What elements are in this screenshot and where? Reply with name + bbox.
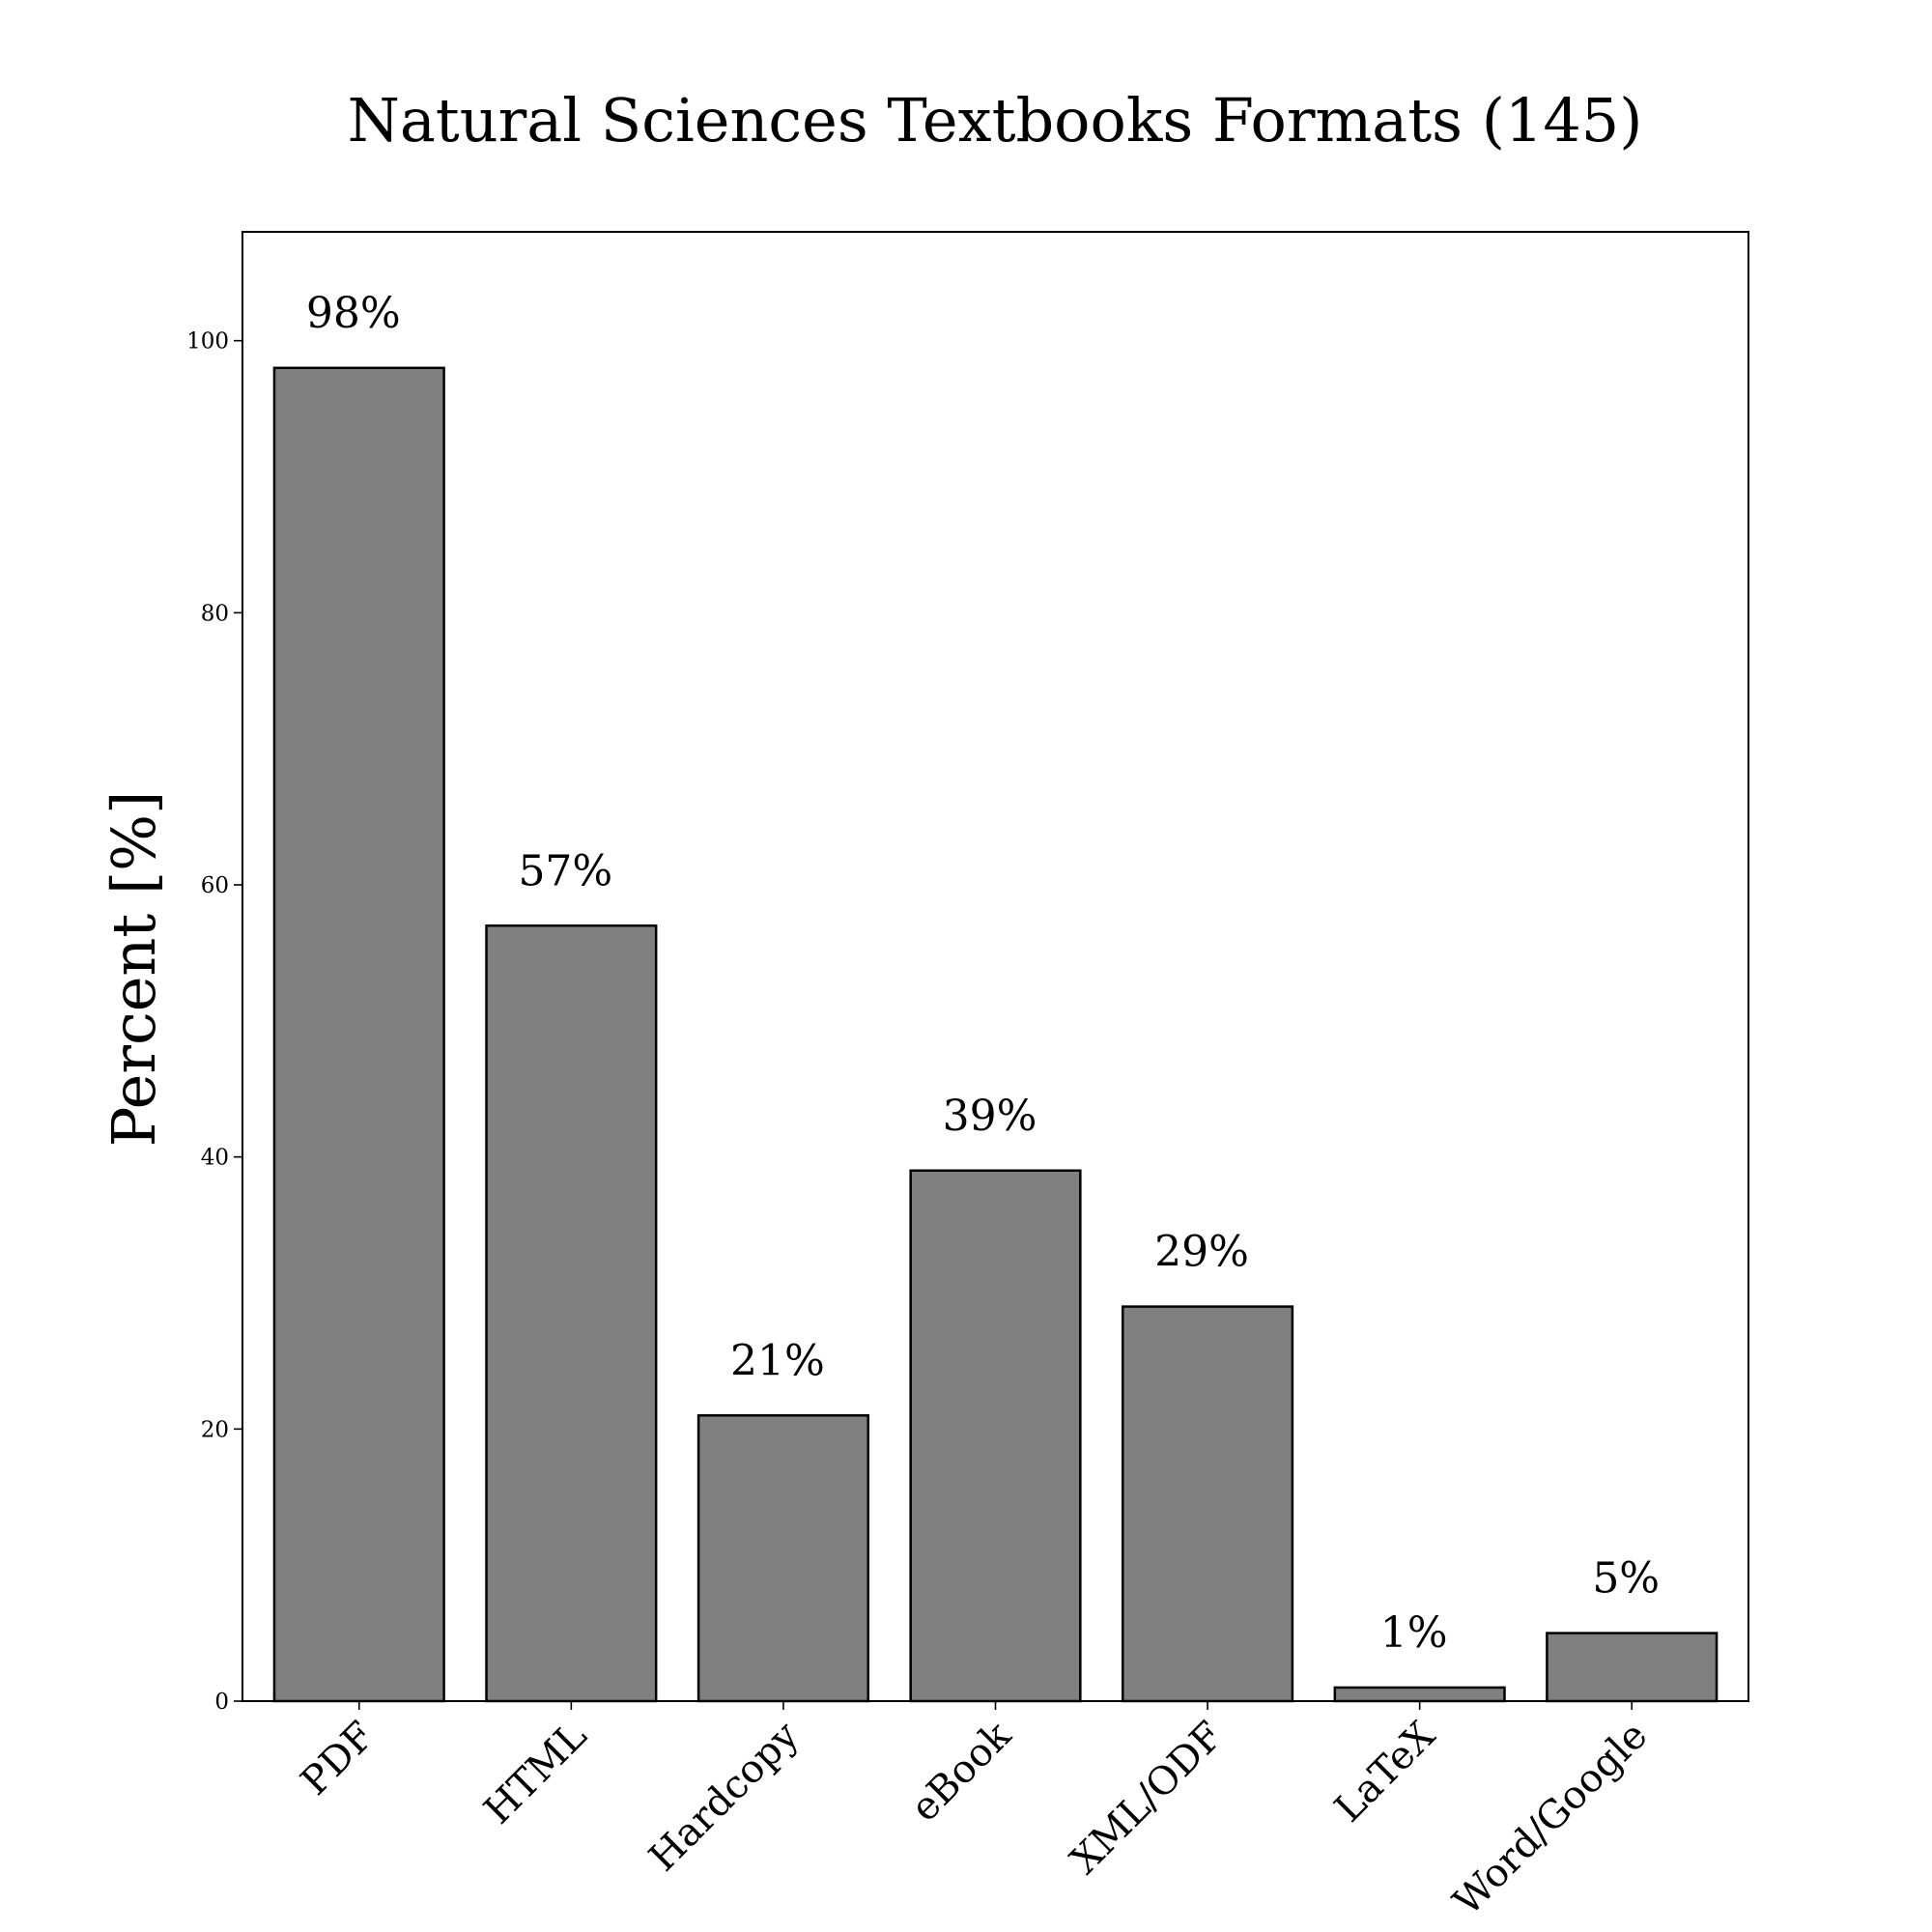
- x-tick-label: PDF: [293, 1714, 384, 1804]
- x-tick-label: eBook: [902, 1713, 1020, 1831]
- y-tick-label: 20: [201, 1417, 229, 1442]
- bar-html: [485, 924, 658, 1703]
- plot-area: 0 20 40 60 80 100 PDF HTML Hardcopy eBook XML/ODF L…: [186, 231, 1749, 1924]
- x-tick-label: Word/Google: [1445, 1714, 1656, 1924]
- y-tick-label: 60: [201, 873, 229, 898]
- data-label: 57%: [518, 846, 612, 895]
- y-tick-label: 80: [201, 601, 229, 626]
- data-label: 1%: [1380, 1608, 1448, 1658]
- bar-hardcopy: [696, 1414, 870, 1703]
- bar-word-google: [1546, 1632, 1719, 1703]
- y-tick-label: 0: [214, 1690, 229, 1715]
- bar-latex: [1333, 1686, 1506, 1703]
- x-tick-label: Hardcopy: [640, 1713, 808, 1880]
- y-tick-label: 40: [201, 1146, 229, 1171]
- data-label: 98%: [306, 289, 401, 338]
- chart-title: Natural Sciences Textbooks Formats (145): [348, 85, 1643, 156]
- x-tick-label: HTML: [476, 1714, 596, 1833]
- bar-ebook: [909, 1169, 1082, 1703]
- data-label: 29%: [1154, 1228, 1249, 1277]
- data-label: 21%: [730, 1336, 825, 1385]
- data-label: 39%: [943, 1092, 1037, 1141]
- bar-pdf: [272, 366, 445, 1703]
- y-tick-label: 100: [186, 329, 229, 355]
- x-tick-label: XML/ODF: [1063, 1714, 1232, 1883]
- x-tick-label: LaTeX: [1326, 1713, 1444, 1831]
- y-axis-label: Percent [%]: [99, 791, 169, 1148]
- bar-xml-odf: [1121, 1305, 1294, 1703]
- data-label: 5%: [1592, 1554, 1660, 1604]
